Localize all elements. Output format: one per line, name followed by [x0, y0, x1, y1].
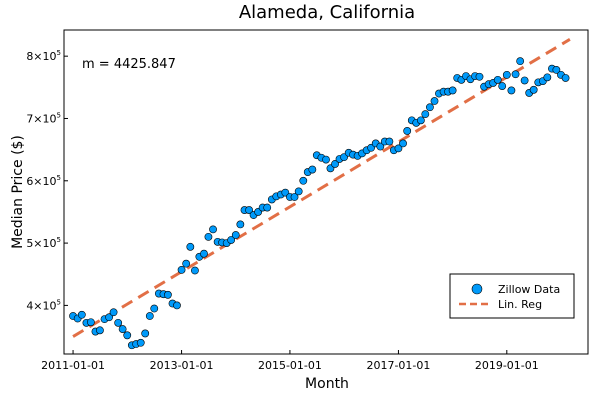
data-point [543, 73, 552, 82]
data-point [403, 127, 412, 135]
x-tick-label: 2015-01-01 [258, 359, 322, 372]
data-point [475, 72, 484, 81]
data-point [511, 70, 520, 79]
data-point [186, 242, 195, 251]
x-tick-label: 2011-01-01 [41, 359, 105, 372]
legend-regression-label: Lin. Reg [498, 298, 542, 311]
y-tick-exponent: 5 [57, 298, 61, 306]
y-tick-base: 6×10 [26, 175, 56, 188]
legend-scatter-marker [471, 283, 483, 295]
scatter-series [69, 57, 570, 350]
data-point [263, 203, 272, 212]
data-point [493, 75, 502, 84]
y-tick-exponent: 5 [57, 111, 61, 119]
legend: Zillow Data Lin. Reg [449, 273, 575, 319]
data-point [227, 236, 236, 244]
data-point [209, 225, 217, 234]
data-point [105, 313, 114, 322]
data-point [245, 206, 254, 214]
data-point [290, 193, 299, 201]
data-point [507, 86, 516, 95]
data-point [376, 142, 385, 151]
data-point [416, 116, 425, 125]
data-point [182, 259, 191, 268]
legend-scatter-label: Zillow Data [498, 283, 560, 296]
x-tick-label: 2017-01-01 [366, 359, 430, 372]
chart-title: Alameda, California [239, 2, 415, 23]
y-axis-label: Median Price ($) [10, 135, 26, 249]
data-point [498, 82, 507, 90]
data-point [502, 70, 511, 79]
data-point [141, 329, 150, 338]
slope-annotation: m = 4425.847 [82, 57, 176, 72]
data-point [177, 265, 186, 274]
data-point [204, 232, 213, 241]
data-point [331, 160, 339, 168]
data-point [96, 326, 104, 335]
data-point [164, 290, 172, 299]
data-point [322, 155, 330, 164]
y-tick-base: 5×10 [26, 237, 56, 250]
data-point [77, 310, 86, 319]
data-point [173, 301, 181, 310]
data-point [385, 137, 394, 146]
data-point [200, 249, 208, 258]
x-tick-label: 2019-01-01 [475, 359, 539, 372]
y-tick-exponent: 5 [57, 236, 61, 244]
data-point [394, 144, 403, 153]
data-point [308, 165, 317, 174]
y-tick-label: 8×105 [26, 49, 61, 63]
y-tick-base: 8×10 [26, 50, 56, 63]
y-tick-label: 7×105 [26, 111, 61, 125]
data-point [561, 74, 570, 82]
data-point [109, 308, 118, 317]
data-point [520, 76, 529, 85]
data-point [448, 86, 457, 95]
data-point [552, 65, 561, 74]
data-point [191, 266, 199, 275]
y-tick-label: 6×105 [26, 174, 61, 188]
x-axis-label: Month [305, 376, 349, 392]
y-tick-label: 5×105 [26, 236, 61, 250]
data-point [430, 97, 439, 105]
data-point [426, 103, 434, 112]
y-tick-exponent: 5 [57, 174, 61, 182]
y-tick-exponent: 5 [57, 49, 61, 57]
data-point [529, 85, 538, 94]
data-point [516, 57, 525, 66]
data-point [421, 110, 430, 119]
data-point [123, 331, 132, 340]
data-point [114, 318, 123, 327]
data-point [399, 139, 407, 148]
y-tick-base: 7×10 [26, 112, 56, 125]
legend-box [449, 273, 575, 319]
data-point [294, 187, 303, 196]
y-tick-base: 4×10 [26, 299, 56, 312]
data-point [236, 220, 245, 229]
x-axis: 2011-01-01 2013-01-01 2015-01-01 2017-01-01… [41, 350, 539, 372]
data-point [118, 325, 127, 333]
x-tick-label: 2013-01-01 [150, 359, 214, 372]
y-tick-label: 4×105 [26, 298, 61, 312]
data-point [150, 304, 159, 313]
plot-frame [63, 29, 589, 355]
data-point [299, 176, 308, 185]
data-point [136, 338, 145, 347]
data-point [145, 312, 154, 320]
data-point [231, 231, 240, 239]
data-point [86, 318, 95, 327]
